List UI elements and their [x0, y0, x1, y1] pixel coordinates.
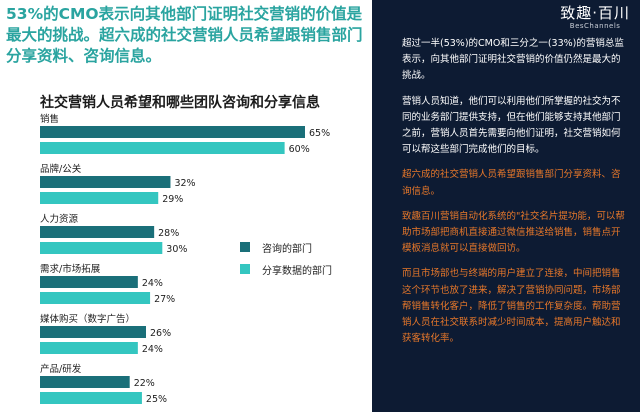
bar-share: [40, 292, 151, 304]
chart-title: 社交营销人员希望和哪些团队咨询和分享信息: [40, 95, 320, 111]
category-label: 媒体购买（数字广告）: [40, 313, 135, 325]
data-label: 28%: [158, 228, 179, 239]
bar-consult: [40, 276, 138, 288]
brand-logo: 致趣·百川 BesChannels: [560, 2, 630, 30]
bar-consult: [40, 326, 146, 338]
data-label: 30%: [166, 244, 187, 255]
bar-consult: [40, 126, 305, 138]
paragraph-3: 超六成的社交营销人员希望跟销售部门分享资料、咨询信息。: [402, 169, 621, 197]
bar-consult: [40, 226, 155, 238]
data-label: 24%: [142, 278, 163, 289]
category-label: 产品/研发: [40, 363, 82, 375]
text-panel: 致趣·百川 BesChannels 超过一半(53%)的CMO和三分之一(33%…: [372, 0, 640, 412]
bar-share: [40, 142, 285, 154]
data-label: 22%: [134, 378, 155, 389]
brand-name: 致趣·百川: [560, 4, 630, 22]
data-label: 32%: [174, 178, 195, 189]
paragraph-1: 超过一半(53%)的CMO和三分之一(33%)的营销总监表示，向其他部门证明社交…: [402, 38, 624, 82]
bar-consult: [40, 376, 130, 388]
data-label: 65%: [309, 128, 330, 139]
paragraph-5: 而且市场部也与终端的用户建立了连接，中间把销售这个环节也放了进来，解决了营销协同…: [402, 268, 621, 345]
bar-chart: 销售 65% 60% 品牌/公关 32% 29% 人力资源 28% 30% 需求/市场拓展 24% 2…: [40, 113, 330, 405]
bar-share: [40, 392, 142, 404]
data-label: 24%: [142, 344, 163, 355]
legend-swatch-consult: [240, 242, 250, 252]
infographic-panel: 53%的CMO表示向其他部门证明社交营销的价值是最大的挑战。超六成的社交营销人员…: [6, 5, 363, 405]
bar-consult: [40, 176, 171, 188]
category-label: 品牌/公关: [40, 163, 82, 175]
bar-share: [40, 192, 159, 204]
data-label: 60%: [289, 144, 310, 155]
data-label: 25%: [146, 394, 167, 405]
brand-subname: BesChannels: [569, 22, 621, 30]
data-label: 29%: [162, 194, 183, 205]
bar-share: [40, 342, 138, 354]
data-label: 26%: [150, 328, 171, 339]
category-label: 需求/市场拓展: [40, 263, 101, 275]
paragraph-2: 营销人员知道，他们可以利用他们所掌握的社交为不同的业务部门提供支持，但在他们能够…: [402, 95, 621, 156]
article-paragraphs: 超过一半(53%)的CMO和三分之一(33%)的营销总监表示，向其他部门证明社交…: [402, 36, 628, 356]
legend-item-consult: 咨询的部门: [240, 236, 332, 258]
data-label: 27%: [154, 294, 175, 305]
legend-label-share: 分享数据的部门: [262, 265, 332, 277]
legend-label-consult: 咨询的部门: [262, 243, 312, 255]
legend-swatch-share: [240, 264, 250, 274]
headline: 53%的CMO表示向其他部门证明社交营销的价值是最大的挑战。超六成的社交营销人员…: [6, 5, 363, 65]
legend-item-share: 分享数据的部门: [240, 258, 332, 280]
chart-legend: 咨询的部门 分享数据的部门: [240, 236, 332, 280]
paragraph-4: 致趣百川营销自动化系统的"社交名片提功能，可以帮助市场部把商机直接通过微信推送给…: [402, 210, 625, 255]
category-label: 人力资源: [40, 213, 79, 225]
bar-share: [40, 242, 163, 254]
category-label: 销售: [40, 113, 59, 125]
